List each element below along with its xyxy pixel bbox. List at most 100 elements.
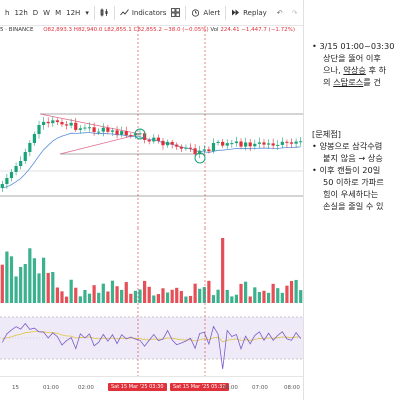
- candle-body: [5, 178, 9, 184]
- volume-change: −1,447.7 (−1.72%): [241, 27, 296, 33]
- volume-bar: [207, 280, 211, 303]
- candle-body: [244, 142, 248, 147]
- volume-bar: [179, 291, 183, 303]
- note-text: 으나,: [323, 65, 344, 75]
- candle-body: [234, 141, 239, 144]
- volume-bar: [202, 287, 206, 303]
- candle-body: [299, 141, 303, 143]
- time-tick: 07:00: [252, 385, 268, 391]
- high-value-prefix: H: [73, 27, 78, 33]
- volume-bar: [14, 276, 18, 303]
- note-problem-header: [문제점]: [312, 129, 341, 139]
- timeframe-d[interactable]: D: [32, 8, 39, 17]
- volume-bar: [28, 248, 32, 303]
- volume-bar: [60, 291, 64, 303]
- indicators-button[interactable]: Indicators: [119, 8, 166, 17]
- candle-body: [257, 142, 261, 144]
- volume-bar: [101, 283, 105, 303]
- volume-bar: [32, 258, 37, 303]
- note-line: 손실을 줄일 수 있: [323, 201, 384, 211]
- volume-bar: [0, 264, 4, 303]
- volume-bar: [87, 293, 92, 303]
- price-chart[interactable]: [0, 26, 303, 228]
- candle-body: [179, 146, 183, 149]
- toolbar-divider: [93, 5, 95, 20]
- volume-bar: [55, 287, 59, 303]
- volume-bar: [78, 296, 82, 303]
- volume-bar: [165, 292, 170, 303]
- timeframe-w[interactable]: W: [43, 8, 51, 17]
- volume-bar: [133, 290, 138, 303]
- note-line: • 양봉으로 삼각수렴: [312, 141, 383, 151]
- volume-bar: [248, 296, 252, 303]
- volume-bar: [147, 286, 151, 303]
- candle-body: [280, 141, 284, 145]
- timeframe-12h-alt[interactable]: 12H: [66, 8, 81, 17]
- volume-bar: [37, 273, 41, 303]
- volume-chart[interactable]: [0, 228, 303, 303]
- note-text: 의: [323, 77, 334, 87]
- crosshair-time-badge: Sat 15 Mar '25 03:30: [108, 383, 167, 391]
- candle-body: [0, 184, 4, 188]
- candle-body: [207, 149, 211, 152]
- candle-body: [97, 131, 101, 133]
- candle-body: [83, 127, 87, 129]
- rsi-chart[interactable]: [0, 303, 303, 376]
- note-line: 50 이하로 가파르: [323, 177, 384, 187]
- candle-body: [161, 140, 165, 146]
- time-axis[interactable]: 15 01:00 02:00 Sat 15 Mar '25 03:30 Sat …: [0, 376, 303, 400]
- volume-bar: [198, 288, 202, 303]
- redo-icon[interactable]: ↷: [291, 8, 298, 17]
- note-line: • 이후 캔들이 20일: [312, 165, 381, 175]
- candle-body: [124, 131, 128, 136]
- volume-bar: [129, 293, 133, 303]
- timeframe-h[interactable]: h: [5, 8, 10, 17]
- volume-bar: [115, 286, 119, 303]
- chevron-down-icon[interactable]: ▾: [85, 8, 89, 17]
- note-text: 후 하: [365, 65, 387, 75]
- candle-body: [42, 121, 46, 125]
- note-item-1: • 3/15 01:00~03:30 상단을 뚫어 이후 으나, 약상승 후 하…: [312, 40, 394, 88]
- alert-button[interactable]: Alert: [191, 8, 220, 17]
- volume-bar: [271, 283, 275, 303]
- volume-bar: [120, 289, 124, 303]
- note-underlined-text: 스탑로스: [333, 77, 364, 87]
- volume-bar: [221, 237, 225, 303]
- candle-body: [165, 141, 170, 146]
- volume-bar: [152, 295, 156, 303]
- replay-icon: [232, 9, 240, 16]
- candle-body: [9, 172, 14, 178]
- notes-panel: • 3/15 01:00~03:30 상단을 뚫어 이후 으나, 약상승 후 하…: [303, 0, 400, 400]
- volume-bar: [5, 251, 9, 303]
- highlight-circle: [194, 152, 206, 164]
- candle-body: [193, 148, 197, 154]
- volume-bar: [193, 283, 197, 303]
- candle-body: [198, 150, 202, 154]
- candle-body: [120, 131, 124, 135]
- volume-bar: [51, 271, 55, 303]
- candles-icon: [100, 8, 108, 17]
- volume-bar: [280, 292, 284, 303]
- candle-body: [19, 161, 23, 166]
- timeframe-m[interactable]: M: [55, 8, 62, 17]
- note-problem-section: [문제점] • 양봉으로 삼각수렴 붙지 않음 → 상승 • 이후 캔들이 20…: [312, 128, 384, 212]
- volume-bar: [138, 289, 142, 303]
- replay-button[interactable]: Replay: [231, 8, 267, 17]
- volume-bar: [244, 281, 248, 303]
- layout-button[interactable]: [171, 8, 181, 17]
- replay-label: Replay: [243, 8, 267, 17]
- note-line: 힘이 우세하다는: [323, 189, 379, 199]
- volume-bar: [262, 290, 266, 303]
- chart-panel[interactable]: h 12h D W M 12H ▾ Indicators Alert Repla…: [0, 0, 303, 400]
- undo-icon[interactable]: ↶: [276, 8, 283, 17]
- volume-bar: [42, 257, 46, 303]
- timeframe-12h[interactable]: 12h: [14, 8, 28, 17]
- volume-bar: [124, 282, 128, 303]
- note-line: 상단을 뚫어 이후: [323, 53, 381, 63]
- volume-bar: [170, 289, 174, 303]
- candle-type-button[interactable]: [100, 8, 109, 17]
- candle-body: [271, 143, 275, 146]
- volume-bar: [239, 283, 243, 303]
- volume-bar: [276, 288, 280, 303]
- volume-bar: [46, 272, 50, 303]
